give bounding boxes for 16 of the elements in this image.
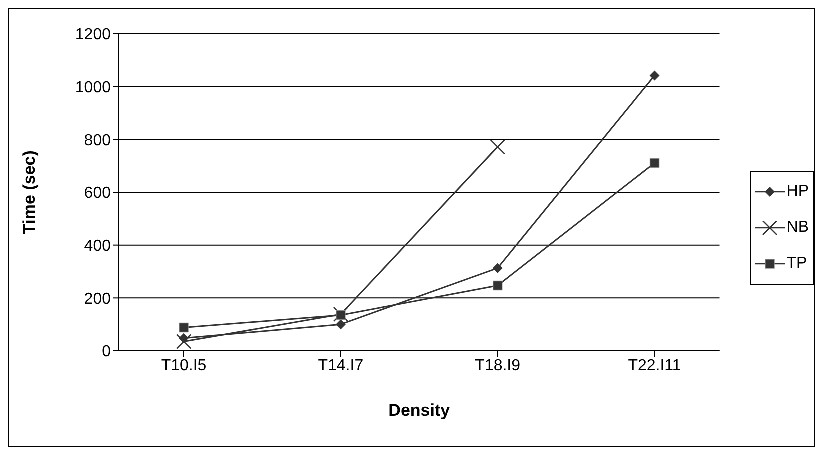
y-tick-label: 1000 (75, 80, 112, 97)
y-tick-label: 400 (84, 238, 112, 256)
legend-label: TP (786, 254, 808, 272)
x-tick-label: T10.I5 (161, 357, 207, 374)
x-tick-label: T14.I7 (318, 357, 364, 374)
legend-label: NB (786, 218, 809, 236)
x-axis-title: Density (388, 401, 451, 420)
legend-label: HP (786, 182, 809, 200)
x-tick-label: T18.I9 (475, 357, 521, 374)
y-tick-label: 800 (84, 132, 112, 150)
y-tick-label: 1200 (75, 26, 112, 44)
x-tick-label: T22.I11 (628, 357, 682, 374)
y-tick-label: 200 (84, 290, 112, 308)
y-tick-label: 600 (84, 185, 112, 202)
y-tick-label: 0 (102, 344, 112, 361)
y-axis-title: Time (sec) (20, 150, 40, 234)
